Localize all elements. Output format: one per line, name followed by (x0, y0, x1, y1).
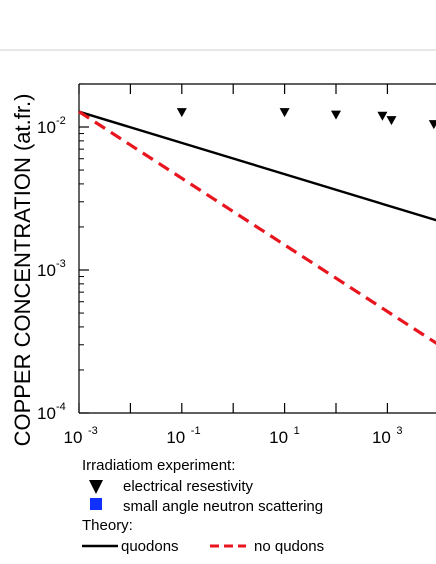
data-point-triangle (176, 108, 187, 118)
data-point-triangle (428, 120, 436, 130)
legend-square-marker (90, 498, 102, 510)
x-tick-label-exponent: -1 (191, 425, 201, 437)
x-tick-label-exponent: -3 (88, 425, 98, 437)
x-tick-label: 10 (269, 428, 288, 447)
y-tick-label: 10 (37, 404, 56, 423)
x-tick-label-exponent: 1 (294, 425, 300, 437)
data-point-triangle (331, 110, 341, 120)
x-tick-label: 10 (166, 428, 185, 447)
axis-ticks (78, 83, 388, 414)
series-line-3 (78, 110, 436, 345)
y-tick-label: 10 (37, 118, 56, 137)
legend-header-theory: Theory: (82, 517, 133, 534)
plot-series (78, 108, 436, 345)
legend-triangle-marker (89, 480, 103, 494)
data-point-triangle (377, 111, 388, 121)
data-point-triangle (279, 108, 290, 118)
y-tick-label: 10 (37, 261, 56, 280)
x-tick-label: 10 (64, 428, 83, 447)
legend-label-neutron: small angle neutron scattering (123, 498, 323, 515)
y-tick-label-exponent: -2 (56, 115, 66, 127)
legend-header-experiment: Irradiatiom experiment: (82, 457, 235, 474)
legend: Irradiatiom experiment: electrical reses… (82, 457, 324, 555)
data-point-triangle (386, 116, 397, 126)
y-axis-label: COPPER CONCENTRATION (at.fr.) (10, 94, 35, 447)
series-line-2 (78, 110, 436, 222)
x-tick-label: 10 (372, 428, 391, 447)
legend-label-no-qudons: no qudons (254, 538, 324, 555)
legend-label-quodons: quodons (121, 538, 179, 555)
y-tick-label-exponent: -3 (56, 258, 66, 270)
y-tick-label-exponent: -4 (56, 401, 66, 413)
axis-tick-labels: 10 -3 10 -1 10 1 10 310 -410 -310 -2 (37, 115, 403, 447)
plot-axes (78, 83, 436, 414)
x-tick-label-exponent: 3 (396, 425, 402, 437)
legend-label-electrical: electrical resestivity (123, 478, 254, 495)
